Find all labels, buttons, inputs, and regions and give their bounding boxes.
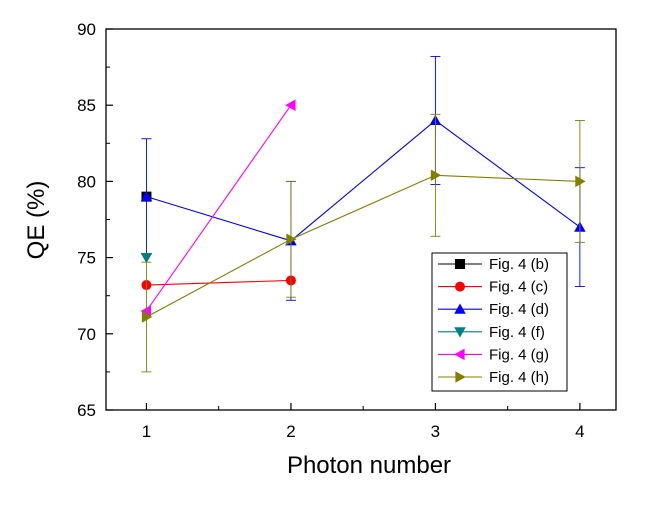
series-fig-4-g [140, 99, 296, 317]
legend-marker [455, 259, 465, 269]
data-point [285, 99, 296, 111]
data-point [141, 311, 153, 323]
x-tick-label: 1 [142, 422, 151, 441]
legend-label: Fig. 4 (g) [489, 346, 549, 363]
legend-label: Fig. 4 (f) [489, 324, 545, 341]
series-line [146, 279, 291, 286]
legend-box [431, 252, 568, 392]
x-tick-label: 2 [286, 422, 295, 441]
legend-label: Fig. 4 (h) [489, 369, 549, 386]
data-point [140, 253, 153, 264]
series-fig-4-f [140, 253, 153, 264]
series-fig-4-c [141, 275, 296, 291]
series-line [146, 119, 581, 242]
series-line [146, 104, 292, 312]
legend-marker [454, 303, 466, 314]
legend-label: Fig. 4 (b) [489, 256, 549, 273]
y-tick-label: 80 [77, 172, 96, 191]
x-tick-label: 3 [431, 422, 440, 441]
legend-marker [455, 281, 465, 292]
legend-label: Fig. 4 (d) [489, 301, 549, 318]
y-tick-label: 90 [77, 20, 96, 39]
data-point [140, 190, 153, 202]
y-axis-title: QE (%) [23, 181, 50, 260]
legend-marker [455, 371, 466, 383]
series-fig-4-h [141, 113, 586, 373]
x-tick-label: 4 [575, 422, 584, 441]
y-tick-label: 65 [77, 401, 96, 420]
legend-label: Fig. 4 (c) [489, 279, 548, 296]
series-line [146, 174, 580, 318]
y-tick-label: 70 [77, 325, 96, 344]
x-axis-title: Photon number [287, 452, 451, 479]
y-tick-label: 85 [77, 96, 96, 115]
y-tick-label: 75 [77, 249, 96, 268]
legend: Fig. 4 (b) Fig. 4 (c) Fig. 4 (d) Fig. 4 (f)… [431, 252, 568, 392]
data-point [430, 169, 442, 182]
data-point [575, 175, 586, 188]
legend-marker [454, 327, 466, 338]
data-point [286, 233, 297, 246]
data-point [140, 305, 152, 317]
legend-marker [454, 348, 465, 361]
